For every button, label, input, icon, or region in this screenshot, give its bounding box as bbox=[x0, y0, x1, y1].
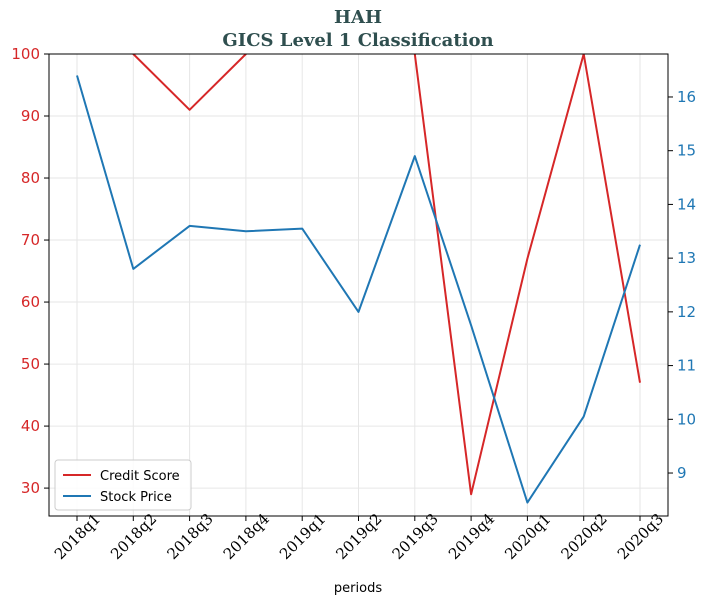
left-tick-label: 50 bbox=[21, 355, 40, 373]
left-tick-label: 90 bbox=[21, 107, 40, 125]
left-tick-label: 80 bbox=[21, 169, 40, 187]
legend: Credit Score Stock Price bbox=[54, 459, 192, 511]
x-axis: 2018q1 2018q2 2018q3 2018q4 2019q1 2019q2 2019… bbox=[51, 510, 667, 563]
legend-label-stock-price: Stock Price bbox=[100, 490, 172, 505]
left-tick-label: 60 bbox=[21, 293, 40, 311]
right-tick-label: 16 bbox=[677, 88, 696, 106]
grid bbox=[49, 53, 668, 516]
right-tick-label: 13 bbox=[677, 249, 696, 267]
right-tick-label: 15 bbox=[677, 142, 696, 160]
right-tick-label: 11 bbox=[677, 357, 696, 375]
right-axis: 9 10 11 12 13 14 15 16 bbox=[668, 88, 696, 482]
legend-label-credit-score: Credit Score bbox=[100, 469, 180, 484]
series-line-credit-score bbox=[131, 54, 641, 496]
right-tick-label: 10 bbox=[677, 410, 696, 428]
right-tick-label: 9 bbox=[677, 464, 687, 482]
left-tick-label: 70 bbox=[21, 231, 40, 249]
right-tick-label: 12 bbox=[677, 303, 696, 321]
right-tick-label: 14 bbox=[677, 195, 696, 213]
left-tick-label: 40 bbox=[21, 417, 40, 435]
left-tick-label: 30 bbox=[21, 479, 40, 497]
x-axis-label: periods bbox=[334, 581, 382, 596]
series-layer bbox=[76, 54, 641, 504]
chart-title: HAH bbox=[334, 7, 382, 28]
left-axis: 30 40 50 60 70 80 90 100 bbox=[11, 45, 49, 497]
legend-box bbox=[54, 459, 192, 511]
left-tick-label: 100 bbox=[11, 45, 40, 63]
chart-subtitle: GICS Level 1 Classification bbox=[222, 30, 493, 51]
